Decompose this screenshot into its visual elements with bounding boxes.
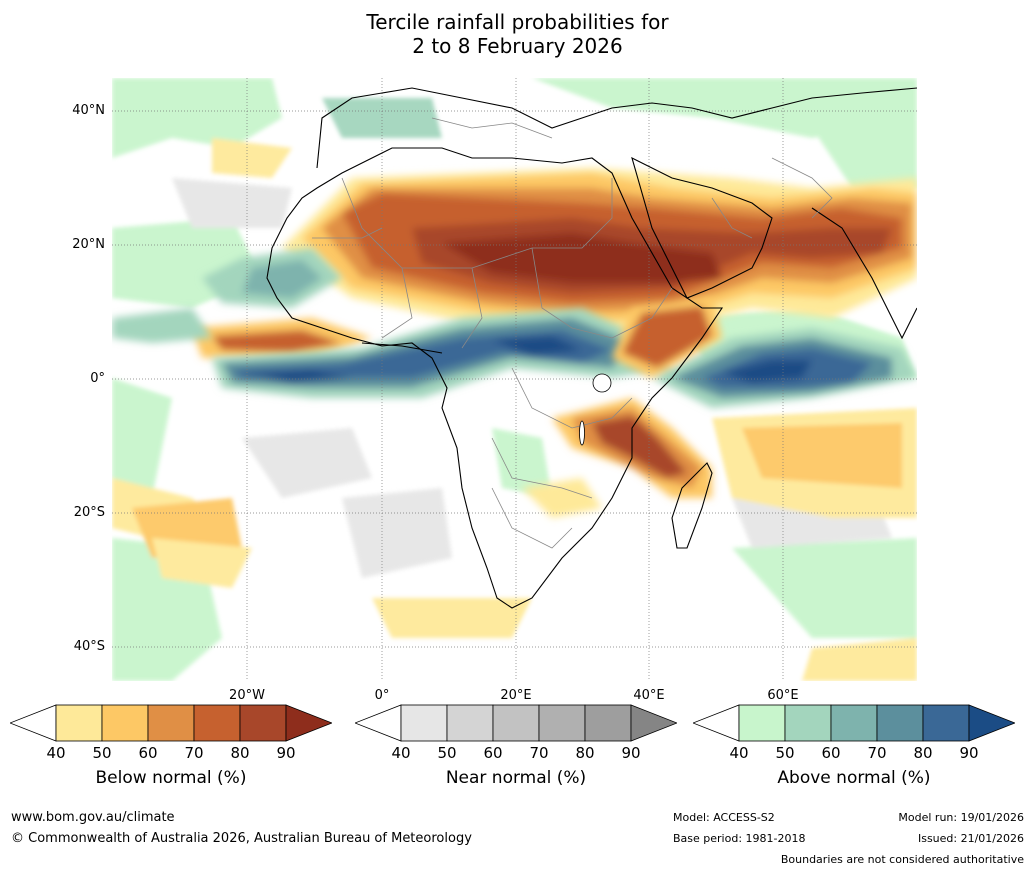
colorbar-swatch [492,704,540,742]
colorbar-label-above: Above normal (%) [777,768,931,788]
tick: 50 [92,744,112,762]
map-title: Tercile rainfall probabilities for 2 to … [0,10,1035,58]
lon-label-40e: 40°E [633,688,665,703]
footer-copyright: © Commonwealth of Australia 2026, Austra… [11,831,472,846]
tick: 50 [775,744,795,762]
tick: 90 [959,744,979,762]
tick: 60 [138,744,158,762]
colorbar-arrow-high [968,704,1017,742]
tick: 80 [230,744,250,762]
rainfall-probability-map [112,78,917,681]
tick: 70 [867,744,887,762]
tick: 60 [821,744,841,762]
tick: 80 [575,744,595,762]
footer-base-period: Base period: 1981-2018 [673,832,806,845]
title-line-1: Tercile rainfall probabilities for [366,10,669,34]
colorbar-swatch [239,704,287,742]
lon-label-20w: 20°W [229,688,265,703]
footer-model-run: Model run: 19/01/2026 [898,811,1024,824]
colorbar-swatch [446,704,494,742]
colorbar-near-normal [353,704,679,746]
footer-disclaimer: Boundaries are not considered authoritat… [780,853,1024,866]
lat-label-20s: 20°S [73,505,105,520]
tick: 90 [621,744,641,762]
colorbar-arrow-high [285,704,334,742]
colorbar-below-normal [8,704,334,746]
colorbar-label-below: Below normal (%) [95,768,247,788]
footer-url: www.bom.gov.au/climate [11,810,175,825]
colorbar-swatch [538,704,586,742]
colorbar-label-near: Near normal (%) [445,768,587,788]
tick: 40 [46,744,66,762]
tick: 70 [184,744,204,762]
tick: 60 [483,744,503,762]
footer-model: Model: ACCESS-S2 [673,811,775,824]
tick: 80 [913,744,933,762]
tick: 90 [276,744,296,762]
colorbar-swatch [876,704,924,742]
colorbar-arrow-low [353,704,402,742]
map-canvas [112,78,917,681]
colorbar-arrow-low [8,704,57,742]
colorbar-swatch [101,704,149,742]
colorbar-swatch [400,704,448,742]
lat-label-0: 0° [90,371,105,386]
colorbar-swatch [830,704,878,742]
coastline [266,87,917,609]
colorbar-swatch [922,704,970,742]
lat-label-40n: 40°N [72,103,105,118]
lat-label-40s: 40°S [73,639,105,654]
footer-issued: Issued: 21/01/2026 [917,832,1024,845]
tick: 50 [437,744,457,762]
tick: 70 [529,744,549,762]
tick: 40 [391,744,411,762]
colorbar-above-normal [691,704,1017,746]
country-borders [312,117,833,549]
colorbar-swatch [55,704,103,742]
lon-label-20e: 20°E [500,688,532,703]
colorbar-swatch [584,704,632,742]
colorbar-arrow-low [691,704,740,742]
colorbar-swatch [193,704,241,742]
lon-label-60e: 60°E [767,688,799,703]
lat-label-20n: 20°N [72,237,105,252]
lon-label-0: 0° [374,688,390,703]
tick: 40 [729,744,749,762]
colorbar-swatch [738,704,786,742]
colorbar-swatch [147,704,195,742]
colorbar-swatch [784,704,832,742]
colorbar-arrow-high [630,704,679,742]
title-line-2: 2 to 8 February 2026 [412,34,623,58]
